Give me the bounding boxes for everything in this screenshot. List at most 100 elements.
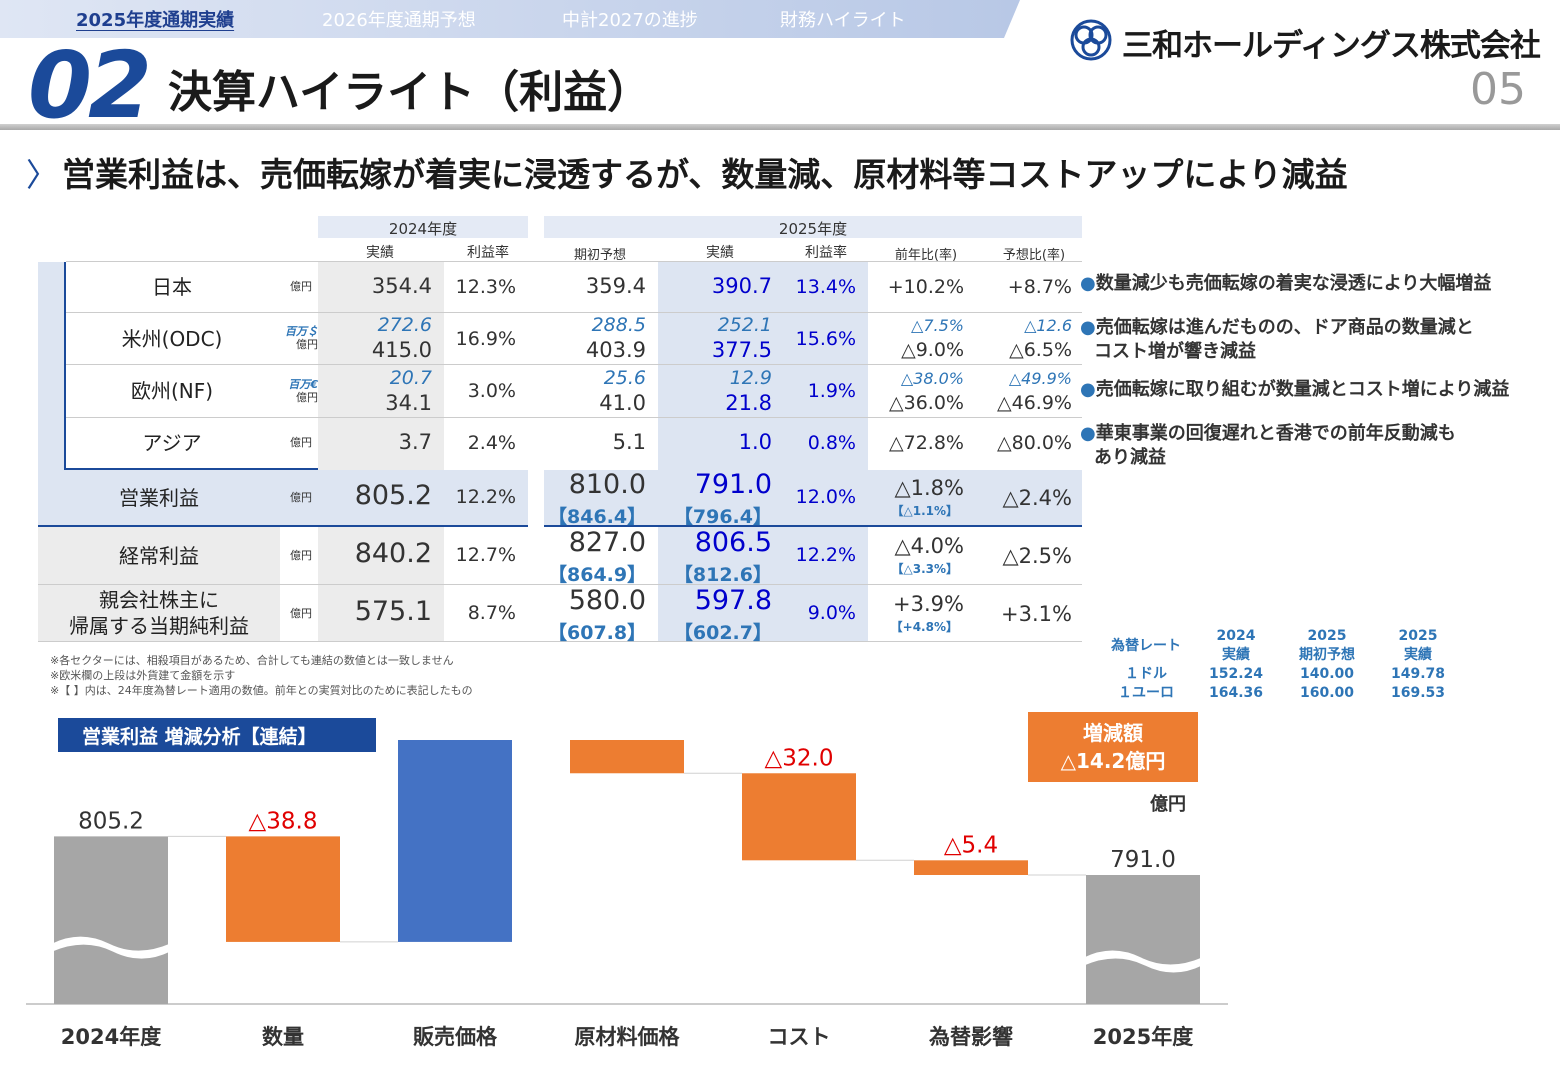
americas-2024-margin: 16.9% — [455, 328, 516, 350]
fx-euro-plan: 160.00 — [1299, 685, 1355, 701]
page-number: 05 — [1470, 64, 1526, 115]
ordinary-plan-adjusted: 【864.9】 — [548, 564, 647, 586]
americas-2025-actual: 377.5 — [711, 338, 772, 362]
tab-midterm-plan[interactable]: 中計2027の進捗 — [562, 10, 698, 31]
col-bg-2025-actual — [658, 262, 868, 642]
tab-financial-highlights[interactable]: 財務ハイライト — [780, 10, 906, 31]
category-label-1: 数量 — [262, 1025, 304, 1049]
segment-bracket-bottom — [64, 468, 318, 470]
waterfall-bar-4 — [742, 773, 856, 861]
japan-2025-margin: 13.4% — [795, 276, 856, 298]
fx-unit-usd: 百万＄ — [285, 325, 318, 338]
americas-2025-actual-usd: 252.1 — [717, 314, 772, 336]
europe-yoy-eur: △38.0% — [900, 369, 964, 388]
europe-vs-plan-eur: △49.9% — [1008, 369, 1072, 388]
unit-oku-yen: 億円 — [296, 391, 318, 404]
fx-unit-eur: 百万€ — [288, 378, 318, 391]
category-label-4: コスト — [768, 1025, 831, 1049]
japan-2025-actual: 390.7 — [711, 274, 772, 298]
row-label-net-income: 親会社株主に 帰属する当期純利益 — [38, 585, 280, 641]
row-label-europe: 欧州(NF) — [130, 379, 214, 403]
ordinary-vs-plan: △2.5% — [1002, 544, 1072, 568]
fx-dollar-2025: 149.78 — [1390, 666, 1446, 682]
headline: 営業利益は、売価転嫁が着実に浸透するが、数量減、原材料等コストアップにより減益 — [62, 155, 1348, 194]
waterfall-chart: 805.22024年度△38.8数量+82.3販売価格△20.3原材料価格△32… — [26, 740, 1228, 1049]
japan-vs-plan: +8.7% — [1007, 276, 1072, 298]
header-vs-plan: 予想比(率) — [1002, 248, 1066, 263]
waterfall-bar-3 — [570, 740, 684, 774]
operating-plan-adjusted: 【846.4】 — [548, 506, 647, 528]
tab-fy2025-results[interactable]: 2025年度通期実績 — [76, 10, 235, 31]
net-income-label-line2: 帰属する当期純利益 — [69, 614, 249, 638]
europe-yoy: △36.0% — [889, 392, 964, 414]
ordinary-yoy: △4.0% — [894, 534, 964, 558]
axis-break-0 — [52, 936, 170, 959]
header-yoy: 前年比(率) — [894, 248, 958, 263]
ordinary-yoy-adjusted: 【△3.3%】 — [891, 562, 958, 576]
americas-2024-actual: 415.0 — [371, 338, 432, 362]
net-2025-actual-adjusted: 【602.7】 — [673, 622, 772, 644]
bullet-japan: ●数量減少も売価転嫁の着実な浸透により大幅増益 — [1080, 273, 1492, 294]
americas-plan-usd: 288.5 — [591, 314, 646, 336]
asia-yoy: △72.8% — [889, 432, 964, 454]
table-header-2025 — [544, 216, 1082, 238]
category-label-6: 2025年度 — [1093, 1025, 1193, 1049]
row-divider — [66, 364, 1082, 365]
row-label-operating-profit: 営業利益 — [119, 486, 199, 510]
net-vs-plan: +3.1% — [1001, 602, 1072, 626]
operating-2024-actual: 805.2 — [354, 480, 432, 511]
net-2024-actual: 575.1 — [354, 596, 432, 627]
japan-plan: 359.4 — [585, 274, 646, 298]
bullet-americas: ●売価転嫁は進んだものの、ドア商品の数量減と コスト増が響き減益 — [1080, 317, 1474, 362]
operating-2024-margin: 12.2% — [455, 486, 516, 508]
fx-col-2025-plan: 2025 期初予想 — [1299, 628, 1355, 663]
top-nav — [0, 0, 1020, 38]
bullet-dot-icon: ● — [1080, 379, 1096, 400]
row-label-asia: アジア — [142, 431, 202, 455]
net-plan-adjusted: 【607.8】 — [548, 622, 647, 644]
europe-2024-actual-eur: 20.7 — [389, 367, 432, 389]
europe-2024-actual: 34.1 — [385, 391, 432, 415]
fx-row-dollar: １ドル — [1125, 666, 1167, 682]
header-2024-margin: 利益率 — [467, 245, 509, 261]
operating-profit-band — [38, 470, 1082, 526]
ordinary-2025-actual: 806.5 — [694, 527, 772, 558]
fx-dollar-plan: 140.00 — [1299, 666, 1355, 682]
chevron-right-icon: 〉 — [26, 156, 59, 194]
net-yoy-adjusted: 【+4.8%】 — [890, 620, 958, 634]
value-label-4: △32.0 — [765, 745, 834, 771]
footnote: ※【 】内は、24年度為替レート適用の数値。前年との実質対比のために表記したもの — [50, 684, 473, 697]
operating-2025-actual: 791.0 — [694, 469, 772, 500]
sanwa-logo-icon — [1070, 19, 1112, 61]
category-label-0: 2024年度 — [61, 1025, 161, 1049]
europe-plan-eur: 25.6 — [603, 367, 646, 389]
americas-yoy-usd: △7.5% — [911, 316, 964, 335]
unit-label: 百万€ 億円 — [272, 378, 318, 404]
ordinary-plan: 827.0 — [568, 527, 646, 558]
title-divider — [0, 124, 1560, 130]
fx-col-2024-actual: 2024 実績 — [1216, 628, 1256, 663]
bullet-europe: ●売価転嫁に取り組むが数量減とコスト増により減益 — [1080, 379, 1510, 400]
operating-yoy: △1.8% — [894, 476, 964, 500]
waterfall-bar-1 — [226, 836, 340, 942]
row-label-japan: 日本 — [152, 275, 192, 299]
category-label-5: 為替影響 — [929, 1025, 1013, 1049]
header-2025-actual: 実績 — [706, 245, 734, 261]
net-2025-margin: 9.0% — [807, 602, 856, 624]
europe-2025-actual: 21.8 — [725, 391, 772, 415]
bullet-dot-icon: ● — [1080, 273, 1096, 294]
europe-plan: 41.0 — [599, 391, 646, 415]
asia-2025-margin: 0.8% — [807, 432, 856, 454]
net-2025-actual: 597.8 — [694, 585, 772, 616]
unit-label: 億円 — [290, 280, 312, 293]
header-2024-actual: 実績 — [366, 245, 394, 261]
bullet-asia: ●華東事業の回復遅れと香港での前年反動減も あり減益 — [1080, 423, 1456, 468]
operating-yoy-adjusted: 【△1.1%】 — [891, 504, 958, 518]
net-income-label-line1: 親会社株主に — [99, 588, 219, 612]
fx-col-2025-actual: 2025 実績 — [1398, 628, 1438, 663]
operating-2025-margin: 12.0% — [795, 486, 856, 508]
waterfall-bar-0 — [54, 836, 168, 1004]
waterfall-bar-5 — [914, 860, 1028, 875]
tab-fy2026-forecast[interactable]: 2026年度通期予想 — [322, 10, 476, 31]
net-plan: 580.0 — [568, 585, 646, 616]
